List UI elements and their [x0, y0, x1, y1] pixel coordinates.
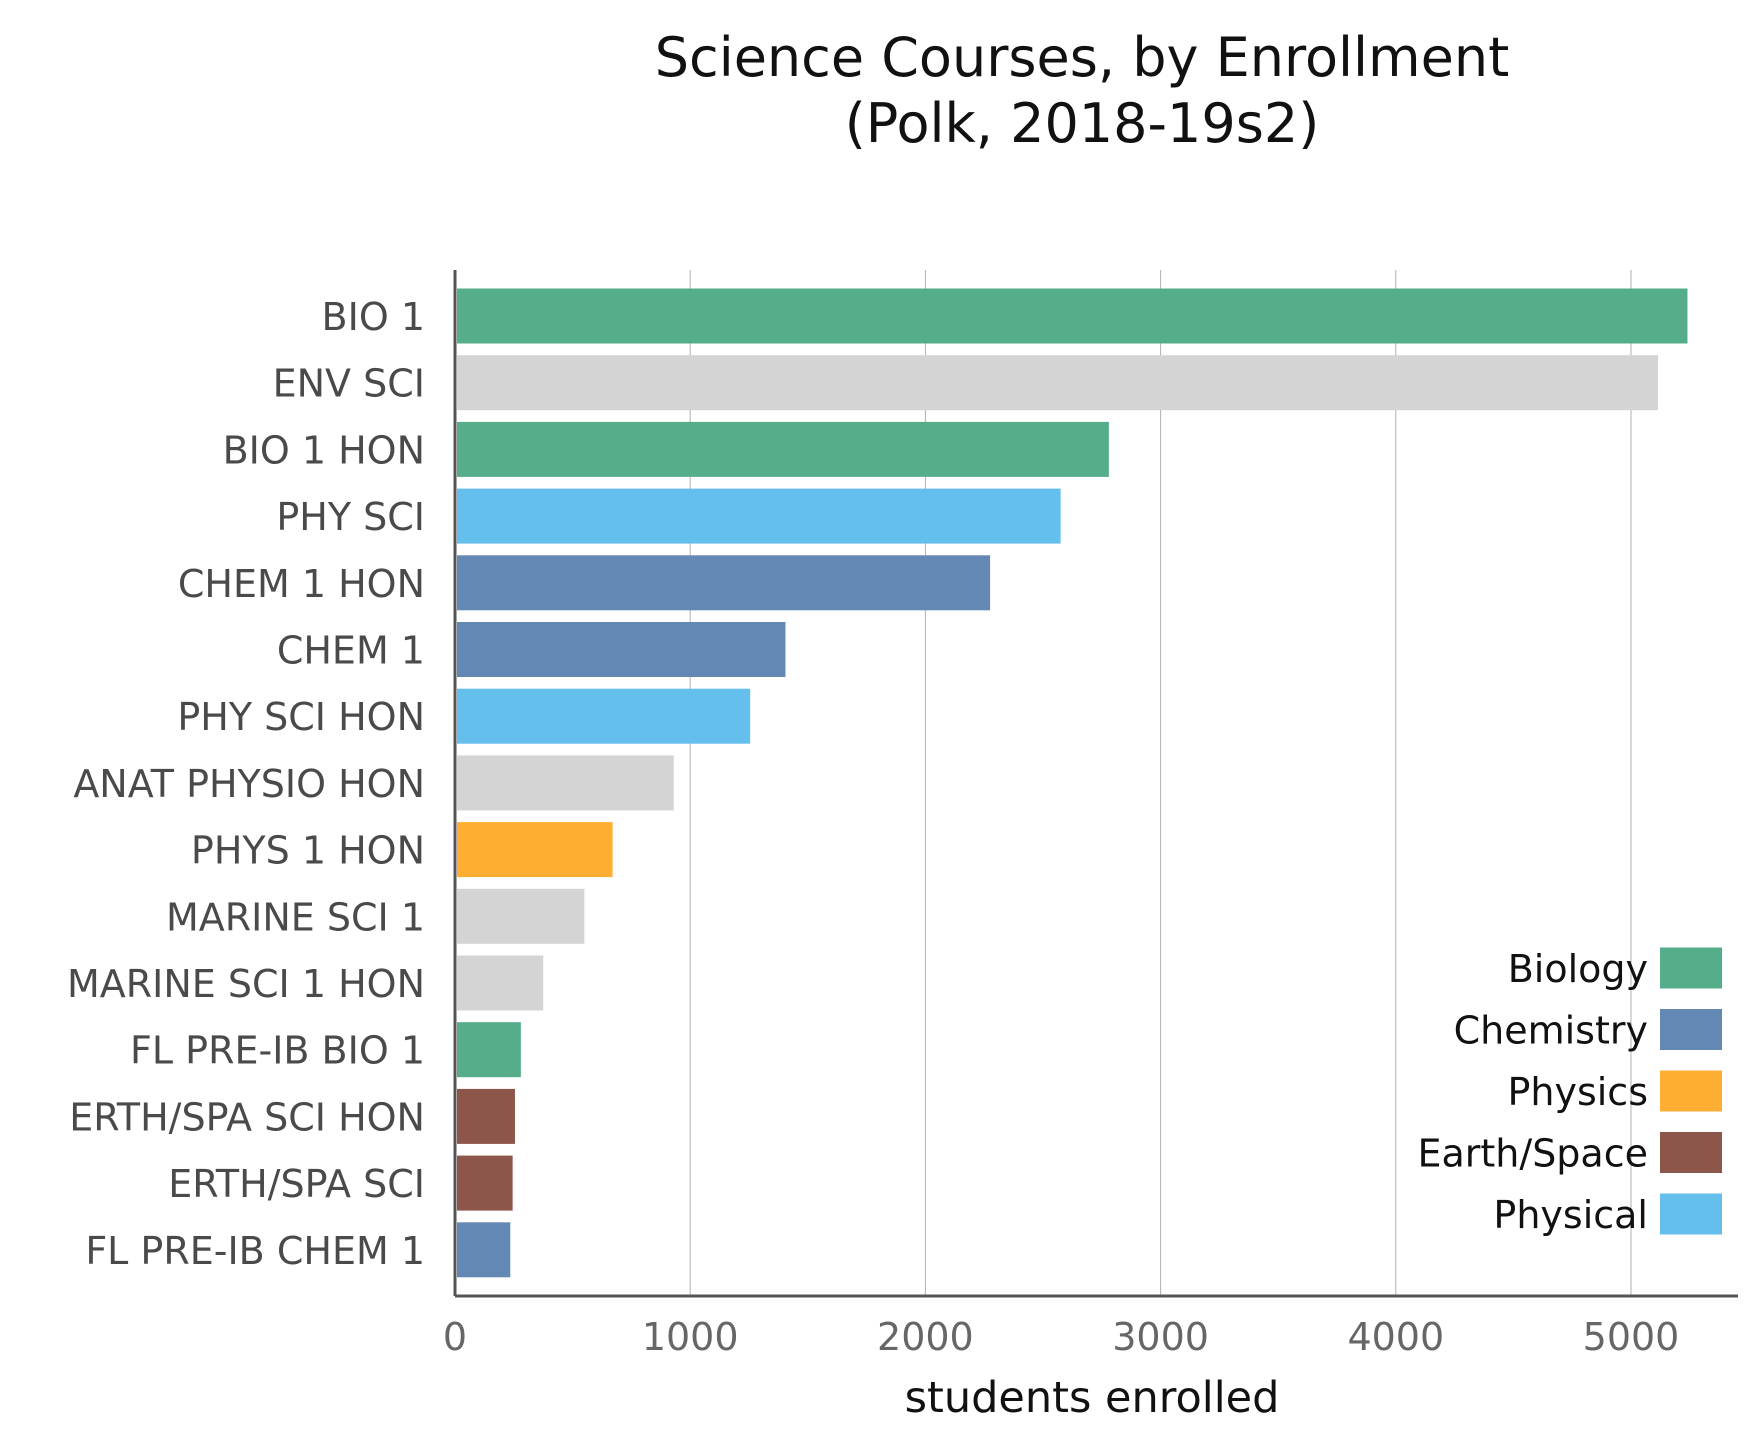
bar-fl-pre-ib-chem-1: [457, 1222, 511, 1278]
legend-swatch-chemistry: [1660, 1009, 1722, 1050]
bar-anat-physio-hon: [457, 755, 674, 811]
legend-swatch-biology: [1660, 947, 1722, 989]
x-tick-label: 4000: [1347, 1315, 1444, 1359]
y-tick-label: FL PRE-IB CHEM 1: [85, 1229, 425, 1273]
axes: [453, 270, 1738, 1298]
y-tick-label: CHEM 1: [277, 629, 425, 673]
legend-swatch-physical: [1660, 1193, 1722, 1235]
bar-marine-sci-1-hon: [457, 955, 544, 1011]
y-tick-labels: BIO 1 ENV SCI BIO 1 HON PHY SCI CHEM 1 HON CH…: [67, 295, 425, 1273]
legend-label: Biology: [1508, 947, 1648, 991]
x-tick-label: 1000: [642, 1315, 739, 1359]
y-tick-label: ERTH/SPA SCI HON: [69, 1095, 425, 1139]
bar-env-sci: [457, 355, 1659, 411]
bar-marine-sci-1: [457, 888, 585, 944]
bar-chem-1: [457, 622, 786, 677]
y-tick-label: PHY SCI: [276, 495, 425, 539]
bar-phy-sci: [457, 488, 1061, 544]
y-tick-label: ANAT PHYSIO HON: [73, 762, 425, 806]
bar-phy-sci-hon: [457, 688, 751, 744]
y-tick-label: BIO 1: [322, 295, 425, 339]
legend-swatch-physics: [1660, 1070, 1722, 1112]
bar-bio-1: [457, 288, 1688, 344]
y-tick-label: CHEM 1 HON: [178, 562, 425, 606]
legend-label: Physical: [1493, 1193, 1648, 1237]
y-tick-label: PHYS 1 HON: [191, 829, 425, 873]
y-tick-label: MARINE SCI 1: [166, 895, 425, 939]
y-tick-label: FL PRE-IB BIO 1: [130, 1029, 425, 1073]
bar-bio-1-hon: [457, 421, 1109, 477]
y-tick-label: ERTH/SPA SCI: [168, 1162, 425, 1206]
x-tick-label: 3000: [1112, 1315, 1209, 1359]
x-tick-label: 2000: [877, 1315, 974, 1359]
bar-erth-spa-sci: [457, 1155, 513, 1211]
y-tick-label: BIO 1 HON: [223, 428, 425, 472]
legend-label: Chemistry: [1454, 1009, 1648, 1053]
legend-swatch-earth-space: [1660, 1132, 1722, 1173]
x-tick-label: 0: [443, 1315, 467, 1359]
legend-label: Physics: [1507, 1070, 1648, 1114]
x-axis-label: students enrolled: [905, 1373, 1280, 1423]
bar-fl-pre-ib-bio-1: [457, 1022, 521, 1078]
y-tick-label: PHY SCI HON: [177, 695, 425, 739]
bar-chem-1-hon: [457, 555, 991, 611]
bar-phys-1-hon: [457, 822, 613, 878]
chart-title-line-2: (Polk, 2018-19s2): [845, 92, 1320, 155]
x-tick-labels: 0 1000 2000 3000 4000 5000: [443, 1315, 1679, 1359]
bars: [457, 288, 1688, 1278]
y-tick-label: MARINE SCI 1 HON: [67, 962, 425, 1006]
chart-title-line-1: Science Courses, by Enrollment: [655, 26, 1510, 89]
x-tick-label: 5000: [1583, 1315, 1680, 1359]
legend-label: Earth/Space: [1417, 1132, 1648, 1176]
bar-erth-spa-sci-hon: [457, 1088, 515, 1144]
y-tick-label: ENV SCI: [273, 362, 425, 406]
legend: Biology Chemistry Physics Earth/Space Physic…: [1417, 947, 1722, 1237]
